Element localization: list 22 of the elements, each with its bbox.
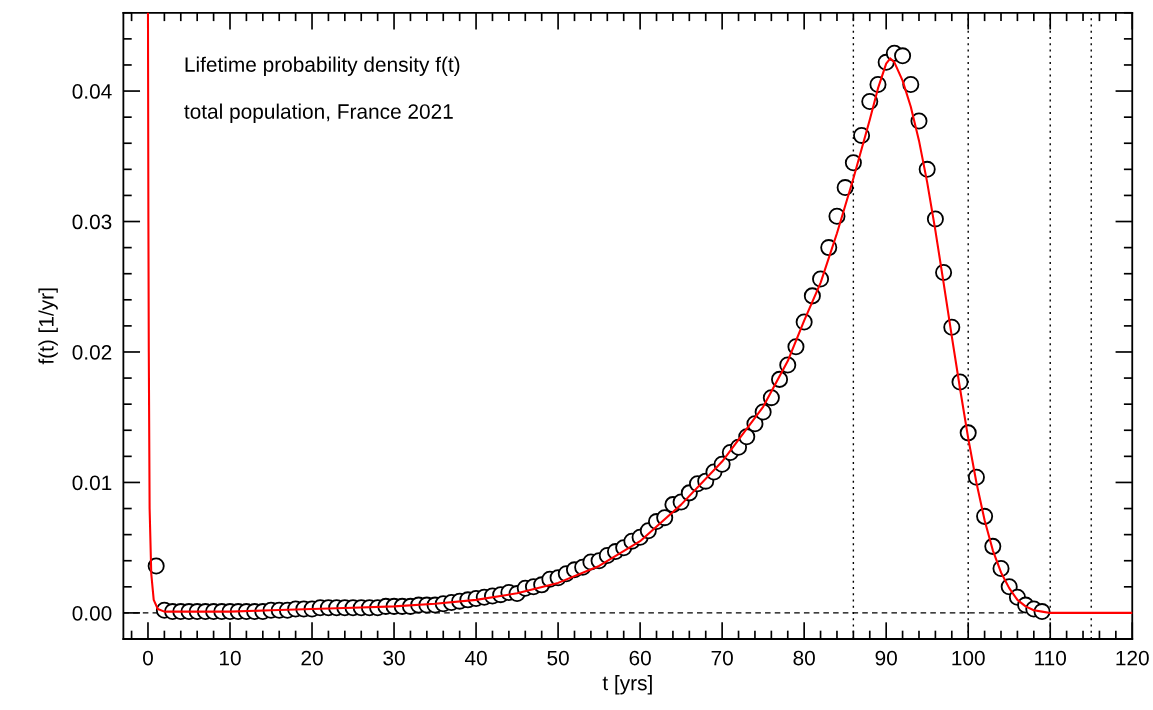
x-tick-label: 10 bbox=[220, 650, 241, 666]
y-axis-title: f(t) [1/yr] bbox=[38, 288, 58, 365]
x-tick-label: 0 bbox=[143, 650, 153, 666]
text: Lifetime probability density f(t) bbox=[185, 56, 460, 77]
x-tick-label: 40 bbox=[464, 650, 487, 666]
y-tick-label: 0.01 bbox=[72, 475, 112, 491]
text: total population, France 2021 bbox=[184, 103, 453, 123]
y-tick-label: 0.04 bbox=[72, 84, 112, 99]
x-tick-label: 30 bbox=[383, 650, 405, 666]
y-tick-label: 0.00 bbox=[72, 605, 112, 621]
x-axis-title: t [yrs] bbox=[602, 675, 652, 695]
x-tick-label: 110 bbox=[1035, 650, 1067, 666]
x-tick-label: 120 bbox=[1116, 650, 1149, 666]
x-tick-label: 100 bbox=[952, 650, 985, 666]
x-tick-label: 80 bbox=[793, 650, 815, 666]
x-tick-label: 20 bbox=[301, 650, 323, 666]
y-tick-label: 0.03 bbox=[72, 214, 112, 230]
y-tick-label: 0.02 bbox=[72, 344, 112, 360]
x-tick-label: 60 bbox=[629, 650, 651, 666]
x-tick-label: 90 bbox=[875, 650, 897, 666]
x-tick-label: 70 bbox=[711, 650, 733, 666]
x-tick-label: 50 bbox=[547, 650, 569, 666]
